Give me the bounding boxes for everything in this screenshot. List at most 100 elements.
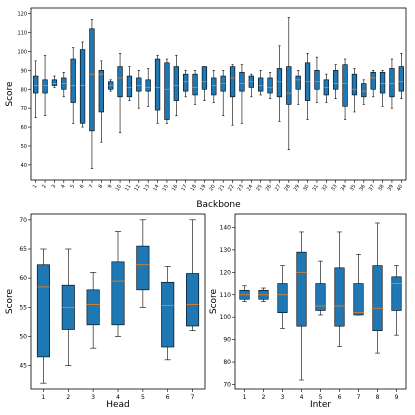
box-iqr	[342, 64, 348, 107]
backbone-box-37	[370, 70, 376, 98]
backbone-xtick-label: 22	[227, 184, 235, 193]
box-iqr	[86, 289, 100, 326]
head-xlabel: Head	[106, 400, 130, 410]
backbone-xtick-label: 39	[387, 184, 395, 193]
backbone-xtick-label: 34	[340, 184, 348, 193]
backbone-xtick-label: 29	[293, 184, 301, 193]
backbone-xtick-label: 14	[152, 184, 160, 193]
box-iqr	[333, 70, 339, 90]
inter-xtick-label: 9	[395, 394, 399, 401]
backbone-box-14	[154, 54, 161, 124]
backbone-xtick-label: 9	[107, 184, 114, 190]
inter-xtick-label: 3	[281, 394, 285, 401]
backbone-box-27	[276, 45, 283, 122]
backbone-box-16	[173, 54, 179, 117]
box-iqr	[361, 83, 367, 98]
backbone-box-23	[239, 64, 245, 124]
backbone-box-26	[267, 71, 273, 100]
inter-box-6	[334, 231, 345, 347]
backbone-box-10	[117, 53, 123, 134]
box-iqr	[79, 49, 86, 124]
box-iqr	[89, 28, 95, 132]
backbone-xtick-label: 13	[143, 184, 151, 193]
backbone-box-30	[304, 53, 311, 120]
box-iqr	[276, 68, 283, 98]
box-iqr	[36, 264, 50, 358]
box-iqr	[353, 283, 364, 316]
backbone-box-33	[333, 64, 339, 100]
backbone-box-29	[295, 70, 301, 105]
backbone-box-31	[314, 56, 320, 103]
inter-xtick-label: 5	[319, 394, 323, 401]
backbone-box-17	[183, 70, 189, 98]
backbone-ytick-label: 110	[17, 31, 27, 37]
backbone-xtick-label: 17	[180, 184, 188, 193]
backbone-box-21	[220, 70, 226, 117]
inter-ylabel: Score	[209, 288, 219, 314]
box-iqr	[372, 265, 383, 331]
head-box-5	[136, 219, 150, 308]
backbone-box-28	[286, 17, 292, 151]
backbone-box-11	[126, 66, 133, 101]
backbone-xtick-label: 20	[208, 184, 216, 193]
backbone-box-7	[89, 19, 95, 169]
backbone-xtick-label: 26	[265, 184, 273, 193]
inter-ytick-label: 80	[223, 359, 231, 366]
head-xtick-label: 4	[116, 394, 120, 401]
backbone-xtick-label: 36	[358, 184, 366, 193]
box-iqr	[370, 71, 376, 90]
box-iqr	[164, 62, 170, 120]
box-iqr	[154, 58, 161, 111]
backbone-xtick-label: 19	[199, 184, 207, 193]
head-box-1	[36, 248, 50, 384]
backbone-box-39	[389, 58, 395, 109]
backbone-ylabel: Score	[5, 81, 15, 107]
head-box-3	[86, 272, 100, 349]
backbone-xtick-label: 32	[321, 184, 329, 193]
box-iqr	[315, 283, 326, 311]
backbone-ytick-label: 100	[17, 49, 27, 55]
backbone-box-9	[108, 79, 114, 92]
box-iqr	[389, 68, 395, 98]
inter-box-9	[391, 265, 402, 336]
head-xtick-label: 7	[191, 394, 195, 401]
backbone-box-38	[379, 70, 386, 107]
inter-ytick-label: 90	[223, 337, 231, 344]
backbone-box-1	[33, 60, 39, 118]
backbone-xtick-label: 38	[377, 184, 385, 193]
backbone-xtick-label: 8	[98, 184, 105, 190]
inter-box-1	[239, 285, 250, 302]
inter-box-3	[277, 265, 288, 329]
head-ytick-label: 50	[19, 334, 27, 341]
inter-xtick-label: 2	[262, 394, 266, 401]
backbone-xtick-label: 16	[171, 184, 179, 193]
box-iqr	[229, 66, 236, 98]
box-iqr	[239, 71, 245, 92]
box-iqr	[42, 79, 48, 94]
box-iqr	[33, 75, 39, 94]
backbone-ytick-label: 50	[21, 144, 27, 150]
backbone-box-6	[79, 41, 86, 128]
box-iqr	[201, 66, 208, 90]
head-xtick-label: 3	[91, 394, 95, 401]
backbone-xtick-label: 11	[124, 184, 132, 193]
box-iqr	[258, 77, 264, 92]
box-iqr	[379, 71, 386, 94]
backbone-box-12	[136, 70, 142, 109]
box-iqr	[145, 79, 151, 92]
backbone-xtick-label: 30	[302, 184, 310, 193]
inter-plot-frame	[234, 213, 407, 390]
inter-box-5	[315, 260, 326, 316]
inter-ytick-label: 140	[220, 224, 232, 231]
backbone-xtick-label: 33	[330, 184, 338, 193]
backbone-box-2	[42, 54, 48, 117]
backbone-xtick-label: 40	[396, 184, 404, 193]
backbone-xtick-label: 2	[41, 184, 48, 190]
inter-ytick-label: 120	[220, 269, 232, 276]
backbone-box-32	[323, 73, 329, 103]
backbone-xlabel: Backbone	[196, 200, 241, 210]
inter-ytick-label: 110	[220, 292, 232, 299]
backbone-xtick-label: 28	[283, 184, 291, 193]
